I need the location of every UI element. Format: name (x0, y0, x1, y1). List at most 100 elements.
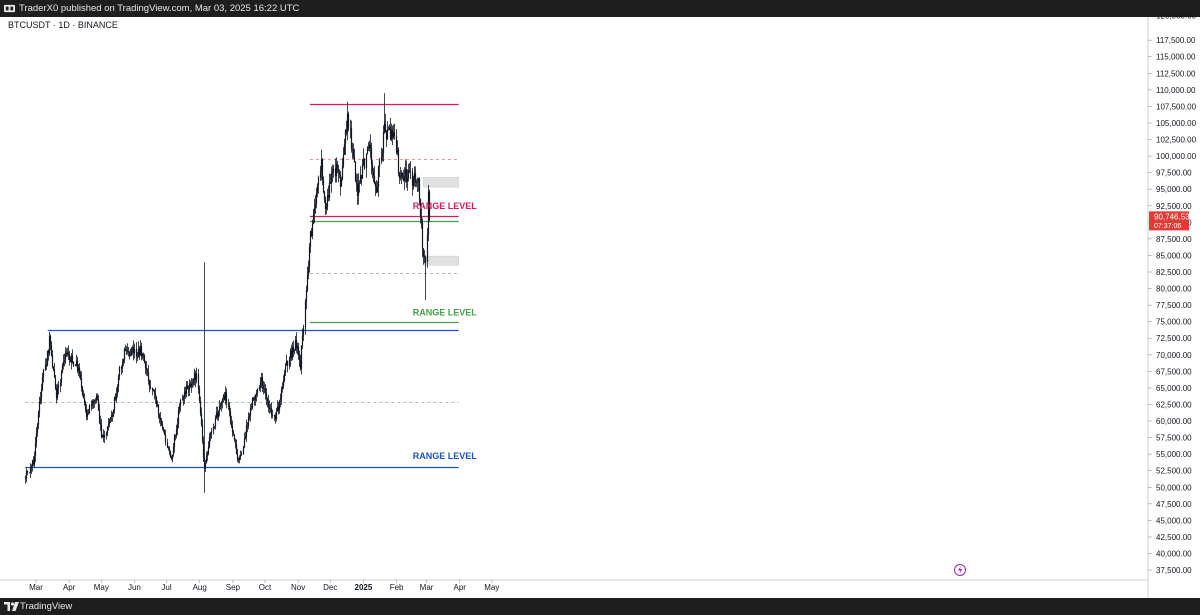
tradingview-logo-icon (4, 4, 15, 13)
candle-body-304 (350, 128, 353, 149)
time-tick-label-6: Sep (226, 583, 241, 592)
candle-body-337 (385, 132, 388, 140)
candle-body-117 (149, 386, 152, 389)
candle-body-88 (118, 367, 121, 377)
candle-body-266 (309, 231, 312, 247)
candle-body-19 (45, 364, 48, 366)
candle-body-260 (302, 327, 305, 336)
candle-body-259 (301, 335, 304, 346)
price-axis[interactable]: 37,500.00 40,000.00 42,500.00 45,000.00 47,5… (1148, 12, 1197, 576)
candle-body-192 (230, 421, 233, 426)
candle-body-350 (399, 176, 402, 178)
plot-area[interactable] (0, 17, 1148, 580)
candle-body-328 (375, 186, 378, 193)
candle-body-368 (418, 178, 421, 199)
candle-body-3 (28, 472, 31, 474)
price-tick-label-14: 72,500.00 (1156, 334, 1192, 343)
candle-body-12 (37, 412, 40, 425)
candle-body-231 (271, 414, 274, 416)
candle-body-257 (299, 360, 302, 369)
candle-body-10 (35, 432, 38, 443)
candle-body-377 (428, 191, 431, 221)
candle-body-175 (212, 427, 215, 432)
candle-body-148 (183, 391, 186, 398)
candle-body-34 (61, 365, 64, 373)
candle-body-97 (128, 352, 131, 356)
candle-body-100 (131, 347, 134, 349)
candle-body-346 (395, 136, 398, 153)
price-tick-label-25: 100,000.00 (1156, 152, 1197, 161)
candle-body-215 (254, 394, 257, 400)
candle-body-81 (111, 415, 114, 417)
candle-body-283 (327, 195, 330, 198)
candle-body-123 (156, 404, 159, 406)
candle-body-55 (83, 398, 86, 404)
candle-body-120 (153, 389, 156, 394)
candle-body-245 (286, 360, 289, 366)
candle-body-62 (91, 401, 94, 406)
candle-body-162 (198, 388, 201, 401)
lightning-icon[interactable] (954, 564, 966, 576)
candle-body-45 (72, 362, 75, 366)
candle-body-163 (199, 400, 202, 414)
candle-body-76 (106, 426, 109, 434)
candle-body-20 (46, 350, 49, 366)
candle-body-87 (117, 376, 120, 387)
candle-body-348 (397, 149, 400, 174)
candle-body-370 (420, 216, 423, 223)
candle-body-343 (391, 129, 394, 138)
candle-body-124 (157, 404, 160, 415)
candle-body-168 (204, 462, 207, 467)
candle-body-251 (293, 349, 296, 352)
candle-body-179 (216, 412, 219, 418)
candle-body-226 (266, 398, 269, 402)
candle-body-56 (84, 403, 87, 410)
candle-body-115 (147, 371, 150, 382)
price-tick-label-27: 105,000.00 (1156, 119, 1197, 128)
candle-body-361 (411, 171, 414, 186)
candle-body-176 (213, 426, 216, 428)
candle-body-164 (200, 413, 203, 425)
candle-body-331 (378, 160, 381, 167)
candle-body-154 (189, 383, 192, 387)
price-tick-label-15: 75,000.00 (1156, 318, 1192, 327)
candle-body-149 (184, 391, 187, 394)
candle-body-312 (358, 182, 361, 184)
candle-body-44 (71, 355, 74, 363)
candle-body-26 (52, 366, 55, 370)
candle-body-42 (69, 359, 72, 363)
candle-body-135 (169, 451, 172, 458)
candle-body-326 (373, 176, 376, 183)
candle-body-206 (245, 425, 248, 437)
candle-body-223 (263, 388, 266, 390)
candle-body-322 (369, 144, 372, 148)
candle-body-61 (90, 405, 93, 407)
candle-body-205 (244, 436, 247, 439)
candle-body-340 (388, 127, 391, 131)
candle-body-24 (50, 344, 53, 356)
candle-body-274 (317, 177, 320, 185)
candle-body-237 (278, 400, 281, 411)
candle-body-95 (126, 350, 129, 352)
candle-body-210 (249, 408, 252, 416)
candle-body-7 (32, 460, 35, 465)
tradingview-logo-icon (4, 602, 19, 611)
candle-body-276 (320, 159, 323, 171)
candle-body-333 (381, 153, 384, 157)
current-price-tag (1149, 211, 1189, 231)
candle-body-302 (347, 113, 350, 129)
candle-body-128 (161, 424, 164, 429)
candle-body-16 (41, 376, 44, 390)
time-axis[interactable]: Mar Apr May Jun Jul Aug Sep Oct Nov Dec 2025 Feb Mar… (29, 580, 499, 592)
candle-body-54 (82, 394, 85, 399)
candle-body-355 (404, 169, 407, 177)
candle-body-79 (109, 417, 112, 421)
candle-body-261 (304, 301, 307, 328)
candle-body-186 (223, 395, 226, 400)
candle-body-363 (413, 173, 416, 178)
candle-body-136 (170, 457, 173, 459)
candle-body-59 (87, 412, 90, 414)
candle-body-51 (79, 373, 82, 379)
candle-body-118 (151, 388, 154, 391)
